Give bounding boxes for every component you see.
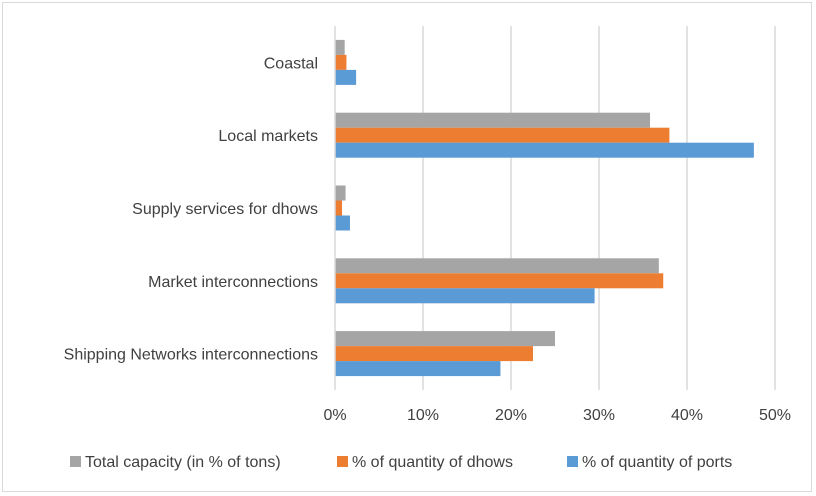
- bar: [335, 127, 670, 143]
- bar: [335, 288, 595, 304]
- bar: [335, 331, 555, 347]
- bar: [335, 273, 664, 289]
- bar: [335, 361, 501, 377]
- bar: [335, 112, 651, 128]
- legend-label: % of quantity of ports: [582, 454, 732, 471]
- bar: [335, 200, 343, 216]
- legend-swatch: [337, 456, 348, 467]
- bar: [335, 69, 357, 85]
- legend-item: Total capacity (in % of tons): [70, 454, 281, 471]
- x-tick-label: 40%: [671, 407, 703, 424]
- bars: [335, 39, 754, 377]
- category-label: Shipping Networks interconnections: [64, 347, 318, 364]
- bar: [335, 39, 345, 55]
- bar: [335, 185, 346, 201]
- x-tick-label: 0%: [323, 407, 346, 424]
- bar: [335, 258, 659, 274]
- x-tick-label: 10%: [407, 407, 439, 424]
- x-tick-label: 30%: [583, 407, 615, 424]
- category-label: Local markets: [218, 128, 318, 145]
- legend-label: Total capacity (in % of tons): [85, 454, 281, 471]
- legend-swatch: [567, 456, 578, 467]
- legend-item: % of quantity of ports: [567, 454, 732, 471]
- category-label: Coastal: [264, 55, 318, 72]
- x-tick-labels: 0% 10% 20% 30% 40% 50%: [323, 407, 791, 424]
- x-tick-label: 50%: [759, 407, 791, 424]
- category-label: Market interconnections: [148, 274, 318, 291]
- legend-item: % of quantity of dhows: [337, 454, 513, 471]
- legend-swatch: [70, 456, 81, 467]
- bar: [335, 142, 754, 158]
- bar: [335, 346, 533, 362]
- category-labels: Coastal Local markets Supply services for …: [64, 55, 318, 363]
- bar: [335, 215, 350, 231]
- gridlines: [422, 26, 776, 390]
- legend: Total capacity (in % of tons) % of quanti…: [70, 454, 732, 471]
- legend-label: % of quantity of dhows: [352, 454, 513, 471]
- x-tick-label: 20%: [495, 407, 527, 424]
- bar: [335, 54, 347, 70]
- category-label: Supply services for dhows: [132, 201, 318, 218]
